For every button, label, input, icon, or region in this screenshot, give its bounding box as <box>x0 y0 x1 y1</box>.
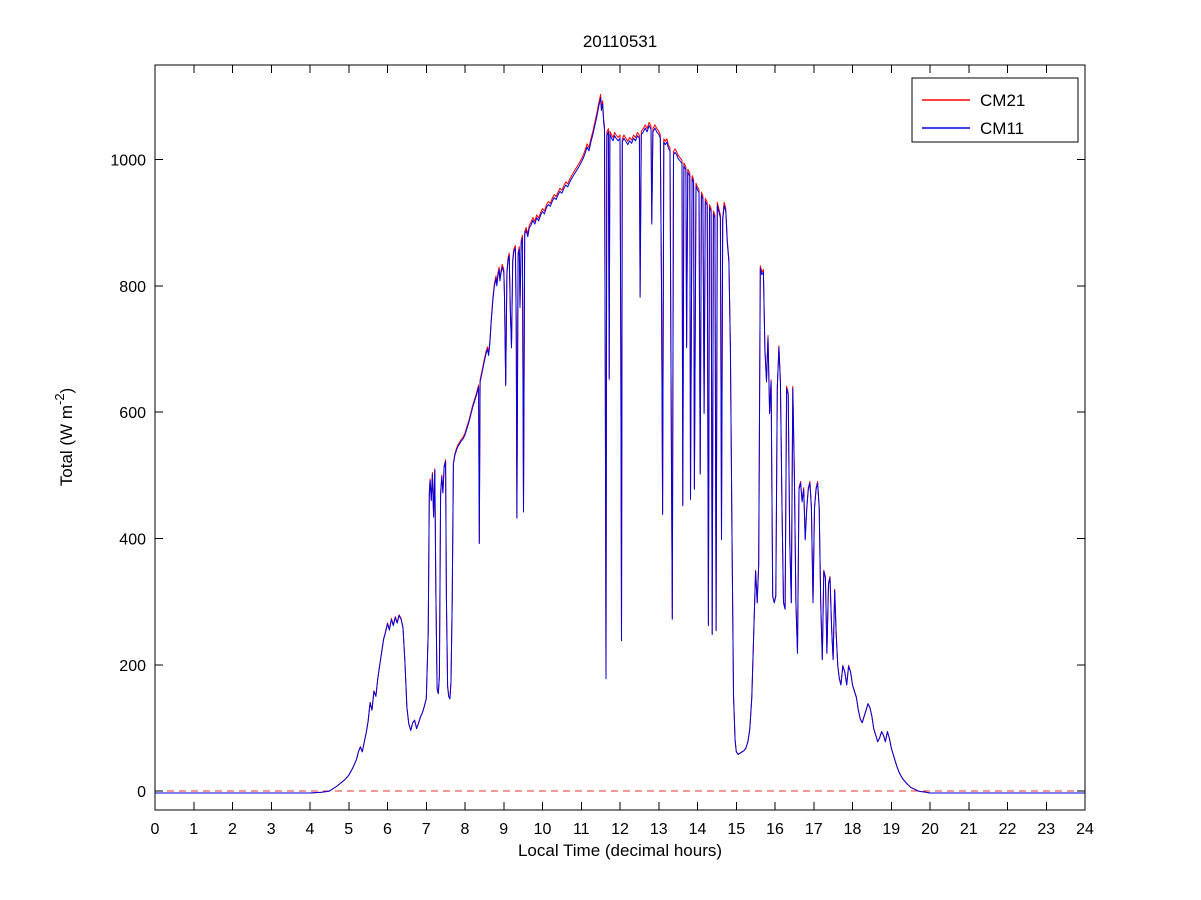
x-tick-label: 13 <box>650 821 668 838</box>
x-tick-label: 3 <box>267 821 276 838</box>
y-tick-label: 600 <box>119 405 146 422</box>
x-tick-label: 9 <box>499 821 508 838</box>
chart-title: 20110531 <box>583 32 657 51</box>
x-tick-label: 11 <box>573 821 590 838</box>
y-tick-label: 400 <box>119 532 146 549</box>
x-tick-label: 0 <box>151 821 160 838</box>
x-tick-label: 8 <box>461 821 470 838</box>
series-line-cm11 <box>155 97 1085 794</box>
y-axis-label: Total (W m-2) <box>52 388 76 486</box>
x-tick-label: 24 <box>1076 821 1094 838</box>
x-tick-label: 23 <box>1037 821 1055 838</box>
legend-box <box>911 77 1079 143</box>
x-tick-label: 6 <box>383 821 392 838</box>
tick-labels: 0 1 2 3 4 5 6 7 8 9 10 11 12 13 14 15 16 17 18 19 20 21 22 23 24… <box>110 153 1094 838</box>
x-tick-label: 21 <box>960 821 978 838</box>
x-tick-label: 2 <box>228 821 237 838</box>
y-tick-label: 200 <box>119 658 146 675</box>
x-tick-label: 4 <box>306 821 315 838</box>
axis-ticks <box>154 65 1086 810</box>
x-tick-label: 15 <box>727 821 745 838</box>
x-tick-label: 10 <box>534 821 552 838</box>
y-tick-label: 0 <box>137 784 146 801</box>
x-axis-label: Local Time (decimal hours) <box>518 841 722 860</box>
x-tick-label: 1 <box>189 821 198 838</box>
legend-label-cm11: CM11 <box>980 119 1024 138</box>
y-tick-label: 1000 <box>110 153 146 170</box>
x-tick-label: 5 <box>344 821 353 838</box>
x-tick-label: 14 <box>689 821 707 838</box>
legend: CM21 CM11 <box>911 77 1079 143</box>
x-tick-label: 19 <box>882 821 900 838</box>
plot-area-border <box>154 64 1086 811</box>
x-tick-label: 7 <box>422 821 431 838</box>
y-axis-label-close: ) <box>57 388 76 394</box>
x-tick-label: 22 <box>999 821 1017 838</box>
y-axis-label-base: Total (W m <box>57 405 76 486</box>
series-lines <box>155 93 1085 794</box>
x-tick-label: 18 <box>844 821 862 838</box>
legend-label-cm21: CM21 <box>980 91 1025 110</box>
y-tick-label: 800 <box>119 279 146 296</box>
y-axis-label-superscript: -2 <box>52 393 67 405</box>
x-tick-label: 17 <box>805 821 823 838</box>
x-tick-label: 20 <box>921 821 939 838</box>
x-tick-label: 12 <box>611 821 629 838</box>
x-tick-label: 16 <box>766 821 784 838</box>
